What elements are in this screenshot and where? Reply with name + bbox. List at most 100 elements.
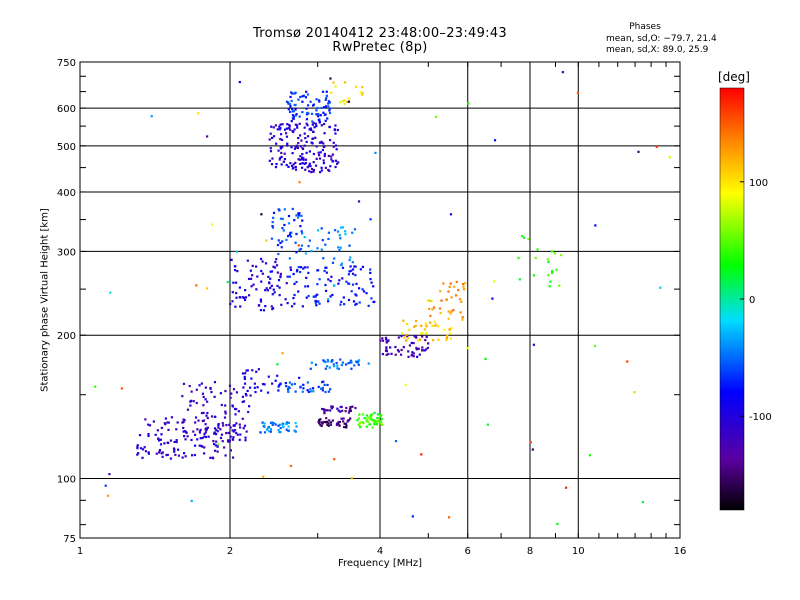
data-point [336,407,339,410]
data-point [367,304,370,307]
data-point [339,226,343,229]
data-point [281,352,284,355]
data-point [338,249,341,252]
data-point [166,453,169,456]
data-point [272,265,275,268]
data-point [319,151,322,154]
data-point [289,464,293,468]
data-point [216,430,219,433]
data-point [214,449,217,452]
data-point [340,405,343,409]
data-point [447,310,450,313]
data-point [312,170,315,173]
data-point [293,282,296,285]
data-point [318,278,321,281]
data-point [266,289,269,292]
data-point [268,430,271,433]
data-point [447,317,450,320]
data-point [283,128,287,131]
data-point [550,250,554,253]
data-point [426,346,429,350]
data-point [367,420,370,423]
data-point [327,231,331,234]
data-point [354,274,357,277]
data-point [196,428,199,431]
data-point [337,367,341,371]
data-point [301,152,304,156]
data-point [293,293,296,297]
data-point [361,421,365,424]
data-point [299,162,302,166]
data-point [138,434,142,437]
data-point [344,422,348,425]
data-point [304,161,307,165]
data-point [263,383,266,386]
x-tick-label: 10 [572,546,585,557]
data-point [374,420,377,423]
data-point [279,127,282,130]
data-point [324,166,327,169]
data-point [360,93,364,96]
data-point [269,286,272,290]
data-point [202,404,205,407]
data-point [438,307,442,310]
data-point [300,158,303,161]
data-point [271,382,274,385]
data-point [223,416,227,419]
data-point [150,115,153,118]
data-point [402,346,405,349]
data-point [423,349,426,352]
data-point [169,457,172,460]
data-point [306,381,309,384]
data-point [144,418,147,421]
data-point [279,426,282,430]
data-point [320,387,323,390]
data-point [422,332,425,335]
data-point [173,450,176,453]
data-point [255,265,258,268]
data-point [302,383,305,386]
data-point [326,409,329,412]
data-point [236,433,239,436]
data-point [204,431,207,434]
data-point [297,266,300,269]
data-point [328,107,331,110]
data-point [215,440,218,443]
data-point [445,336,449,339]
data-point [193,444,197,447]
data-point [203,452,206,455]
data-point [286,144,289,147]
data-point [325,417,328,420]
y-tick-label: 100 [57,475,76,486]
data-point [333,128,336,132]
data-point [285,422,288,426]
data-point [278,286,281,289]
data-point [351,261,354,264]
data-point [322,111,325,114]
data-point [336,422,339,425]
data-point [316,283,319,286]
data-point [350,290,353,293]
data-point [521,234,524,238]
data-point [314,299,317,302]
data-point [231,300,234,303]
data-point [195,401,198,405]
data-point [343,422,346,425]
data-point [394,353,397,356]
data-point [303,236,306,239]
data-point [294,165,297,169]
data-point [337,246,340,249]
data-point [229,396,232,399]
data-point [339,237,342,240]
data-point [370,297,373,300]
data-point [204,386,207,389]
data-point [442,282,445,285]
data-point [278,125,281,128]
data-point [334,124,337,127]
data-point [276,243,280,247]
data-point [350,360,353,363]
data-point [317,113,320,116]
data-point [355,294,358,297]
data-point [235,431,238,435]
data-point [457,288,460,292]
